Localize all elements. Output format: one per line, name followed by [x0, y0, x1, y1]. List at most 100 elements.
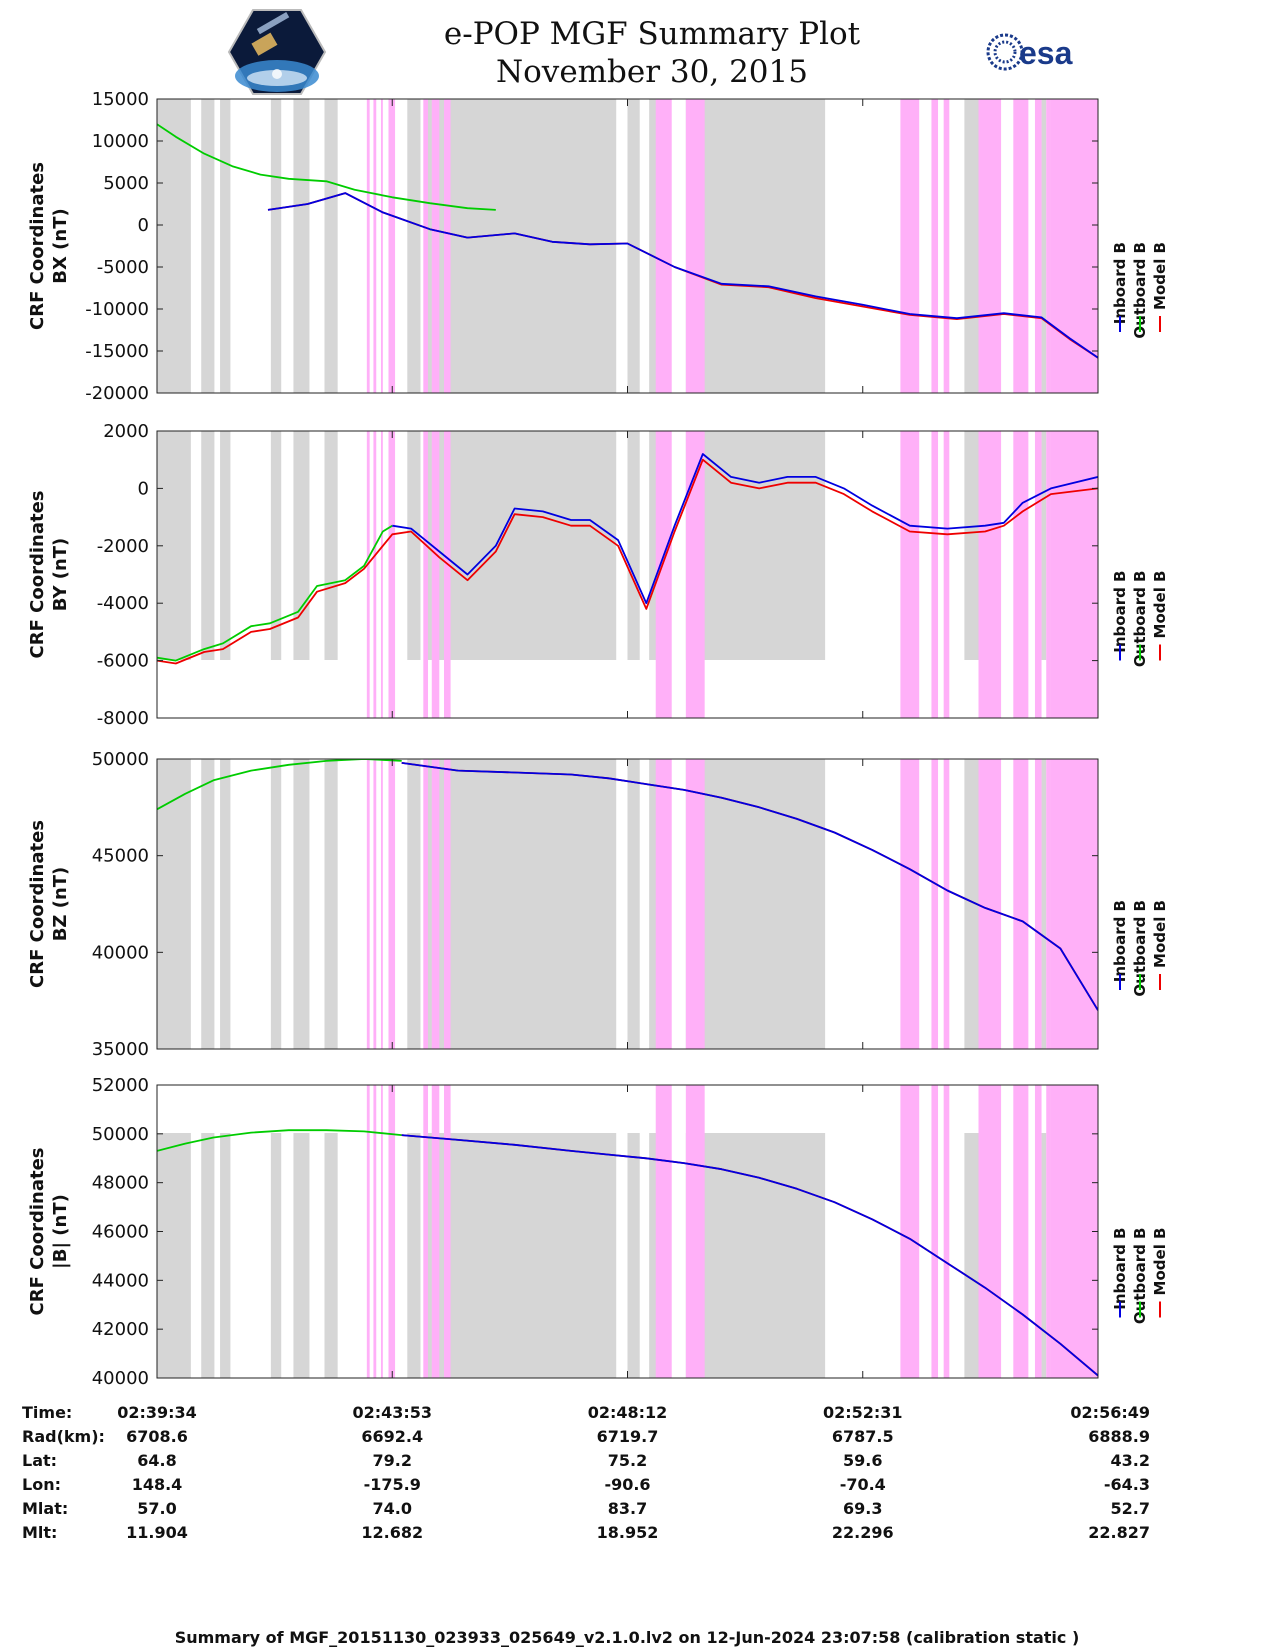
y-axis-label: CRF Coordinates — [27, 1148, 48, 1316]
gray-band — [427, 99, 617, 393]
y-axis-label: CRF Coordinates — [27, 491, 48, 659]
y-tick-label: 40000 — [92, 1368, 149, 1389]
magenta-band — [366, 431, 370, 718]
magenta-band — [943, 431, 950, 718]
y-tick-label: 35000 — [92, 1039, 149, 1060]
gray-band — [324, 1133, 338, 1378]
gray-band — [427, 759, 617, 1049]
magenta-band — [1046, 759, 1051, 1049]
info-cell: 69.3 — [843, 1499, 882, 1518]
legend-label: Outboard B — [1131, 571, 1149, 668]
magenta-band — [900, 759, 920, 1049]
info-cell: 6719.7 — [597, 1427, 659, 1446]
legend-label: Outboard B — [1131, 242, 1149, 339]
gray-band — [407, 431, 421, 660]
legend-label: Outboard B — [1131, 1228, 1149, 1325]
magenta-band — [685, 431, 705, 718]
y-tick-label: -10000 — [85, 299, 149, 320]
info-cell: 02:52:31 — [823, 1403, 903, 1422]
y-tick-label: -4000 — [97, 593, 149, 614]
y-tick-label: 2000 — [103, 421, 149, 442]
gray-band — [201, 431, 215, 660]
info-row-label: Lon: — [22, 1475, 61, 1494]
info-cell: 6708.6 — [126, 1427, 188, 1446]
series-inboard-b — [401, 1134, 1098, 1377]
gray-band — [324, 99, 338, 393]
series — [157, 123, 1098, 359]
magenta-band — [388, 431, 396, 718]
info-cell: 18.952 — [597, 1523, 659, 1542]
legend-label: Outboard B — [1131, 900, 1149, 997]
magenta-band — [1034, 431, 1042, 718]
esa-logo: esa — [986, 33, 1073, 71]
footer-caption: Summary of MGF_20151130_023933_025649_v2… — [175, 1628, 1080, 1647]
magenta-band — [388, 99, 396, 393]
gray-band — [220, 1133, 231, 1378]
info-cell: 6692.4 — [361, 1427, 423, 1446]
gray-band — [685, 99, 826, 393]
gray-band — [1041, 759, 1047, 1049]
magenta-band — [1050, 759, 1098, 1049]
info-cell: 02:56:49 — [1070, 1403, 1150, 1422]
gray-band — [324, 759, 338, 1049]
magenta-band — [931, 759, 939, 1049]
info-cell: 6888.9 — [1088, 1427, 1150, 1446]
magenta-band — [900, 431, 920, 718]
y-tick-label: 0 — [138, 215, 149, 236]
magenta-band — [978, 99, 1002, 393]
magenta-band — [373, 431, 377, 718]
info-cell: 6787.5 — [832, 1427, 894, 1446]
gray-band — [157, 99, 191, 393]
series-outboard-b — [157, 524, 393, 662]
info-row-label: Mlat: — [22, 1499, 68, 1518]
y-tick-label: -8000 — [97, 708, 149, 729]
magenta-band — [943, 99, 950, 393]
legend-label: Model B — [1151, 242, 1169, 310]
magenta-band — [366, 759, 370, 1049]
magenta-band — [655, 431, 672, 718]
gray-band — [157, 759, 191, 1049]
magenta-band — [931, 99, 939, 393]
info-cell: 148.4 — [132, 1475, 183, 1494]
info-cell: 83.7 — [608, 1499, 647, 1518]
gray-band — [270, 99, 282, 393]
magenta-band — [655, 99, 672, 393]
y-tick-label: 10000 — [92, 131, 149, 152]
magenta-band — [685, 759, 705, 1049]
magenta-band — [1013, 759, 1029, 1049]
panel-3: 50000 45000 40000 35000 CRF Coordinates BZ (n… — [27, 749, 1169, 1060]
magenta-band — [366, 1085, 370, 1378]
magenta-band — [423, 99, 429, 393]
magenta-band — [1013, 99, 1029, 393]
magenta-band — [380, 431, 383, 718]
info-row-label: Rad(km): — [22, 1427, 105, 1446]
y-tick-label: 42000 — [92, 1319, 149, 1340]
magenta-band — [943, 759, 950, 1049]
series-model-b — [157, 458, 1098, 665]
info-cell: 74.0 — [373, 1499, 412, 1518]
gray-band — [627, 431, 640, 660]
magenta-band — [423, 431, 429, 718]
chart-title: e-POP MGF Summary Plot — [444, 16, 861, 52]
info-cell: -90.6 — [604, 1475, 650, 1494]
magenta-band — [1034, 759, 1042, 1049]
info-cell: 02:43:53 — [352, 1403, 432, 1422]
info-cell: -70.4 — [840, 1475, 886, 1494]
magenta-band — [388, 1085, 396, 1378]
gray-band — [220, 99, 231, 393]
panel-1: 15000 10000 5000 0 -5000 -10000 -15000 -20000 CR… — [27, 89, 1169, 404]
legend-label: Model B — [1151, 571, 1169, 639]
gray-band — [220, 431, 231, 660]
magenta-band — [943, 1085, 950, 1378]
magenta-band — [423, 1085, 429, 1378]
gray-band — [407, 1133, 421, 1378]
magenta-band — [931, 431, 939, 718]
magenta-band — [1046, 431, 1051, 718]
gray-band — [1041, 431, 1047, 660]
y-axis-label: CRF Coordinates — [27, 162, 48, 330]
magenta-band — [655, 759, 672, 1049]
gray-band — [1041, 1133, 1047, 1378]
info-cell: 12.682 — [361, 1523, 423, 1542]
shading — [157, 759, 1098, 1049]
